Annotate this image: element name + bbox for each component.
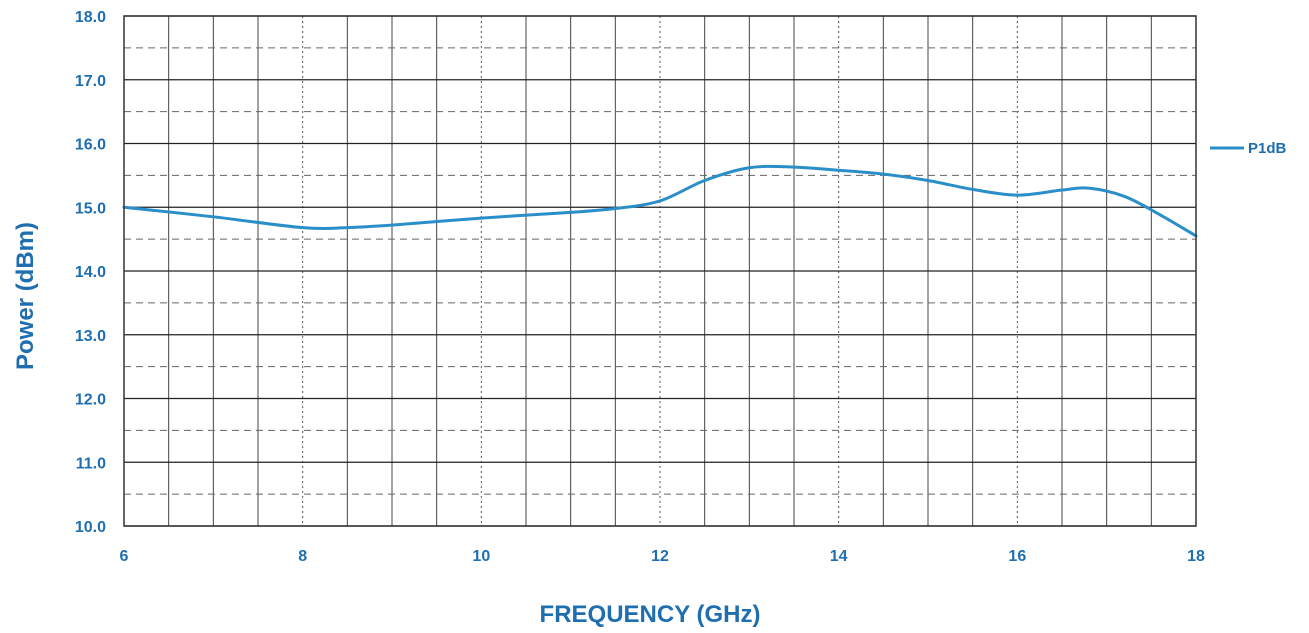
y-tick-label: 11.0: [76, 455, 106, 472]
y-tick-label: 18.0: [75, 9, 106, 26]
y-tick-label: 13.0: [75, 328, 106, 345]
y-axis-title: Power (dBm): [12, 222, 39, 370]
x-tick-label: 14: [830, 548, 848, 565]
grid: [124, 16, 1196, 526]
y-tick-label: 17.0: [75, 73, 106, 90]
x-tick-label: 10: [472, 548, 490, 565]
legend-label-p1db: P1dB: [1248, 140, 1287, 157]
x-tick-labels: 6 8 10 12 14 16 18: [120, 548, 1205, 565]
y-tick-label: 14.0: [75, 264, 106, 281]
x-axis-title: FREQUENCY (GHz): [540, 601, 761, 628]
y-tick-label: 15.0: [75, 200, 106, 217]
y-tick-label: 12.0: [75, 392, 106, 409]
legend: P1dB: [1210, 140, 1287, 157]
x-tick-label: 6: [120, 548, 129, 565]
y-tick-labels: 10.0 11.0 12.0 13.0 14.0 15.0 16.0 17.0 18.0: [75, 9, 106, 536]
x-tick-label: 18: [1187, 548, 1205, 565]
x-tick-label: 12: [651, 548, 669, 565]
y-tick-label: 16.0: [75, 137, 106, 154]
x-tick-label: 16: [1008, 548, 1026, 565]
y-tick-label: 10.0: [75, 519, 106, 536]
x-tick-label: 8: [298, 548, 307, 565]
